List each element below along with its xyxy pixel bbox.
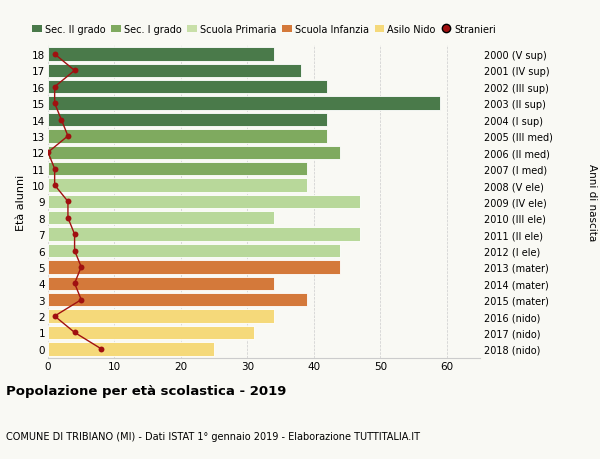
Bar — [48, 244, 340, 257]
Bar — [48, 81, 327, 94]
Bar — [48, 310, 274, 323]
Bar — [48, 179, 307, 192]
Point — [70, 280, 79, 287]
Point — [63, 198, 73, 206]
Text: Popolazione per età scolastica - 2019: Popolazione per età scolastica - 2019 — [6, 384, 286, 397]
Point — [50, 100, 59, 107]
Point — [43, 149, 53, 157]
Bar — [48, 195, 361, 209]
Bar — [48, 97, 440, 111]
Text: COMUNE DI TRIBIANO (MI) - Dati ISTAT 1° gennaio 2019 - Elaborazione TUTTITALIA.I: COMUNE DI TRIBIANO (MI) - Dati ISTAT 1° … — [6, 431, 420, 441]
Bar — [48, 65, 301, 78]
Bar — [48, 48, 274, 62]
Point — [63, 133, 73, 140]
Text: Anni di nascita: Anni di nascita — [587, 163, 597, 241]
Point — [97, 345, 106, 353]
Point — [50, 51, 59, 59]
Point — [56, 117, 66, 124]
Y-axis label: Età alunni: Età alunni — [16, 174, 26, 230]
Bar — [48, 146, 340, 160]
Bar — [48, 130, 327, 143]
Point — [50, 166, 59, 173]
Point — [70, 231, 79, 238]
Point — [70, 247, 79, 255]
Bar — [48, 293, 307, 307]
Bar — [48, 261, 340, 274]
Point — [70, 67, 79, 75]
Bar — [48, 228, 361, 241]
Bar — [48, 326, 254, 339]
Point — [50, 182, 59, 189]
Point — [50, 84, 59, 91]
Point — [76, 297, 86, 304]
Point — [63, 215, 73, 222]
Bar — [48, 342, 214, 356]
Point — [50, 313, 59, 320]
Bar — [48, 277, 274, 291]
Legend: Sec. II grado, Sec. I grado, Scuola Primaria, Scuola Infanzia, Asilo Nido, Stran: Sec. II grado, Sec. I grado, Scuola Prim… — [32, 25, 496, 35]
Bar — [48, 162, 307, 176]
Point — [70, 329, 79, 336]
Bar — [48, 212, 274, 225]
Point — [76, 263, 86, 271]
Bar — [48, 113, 327, 127]
